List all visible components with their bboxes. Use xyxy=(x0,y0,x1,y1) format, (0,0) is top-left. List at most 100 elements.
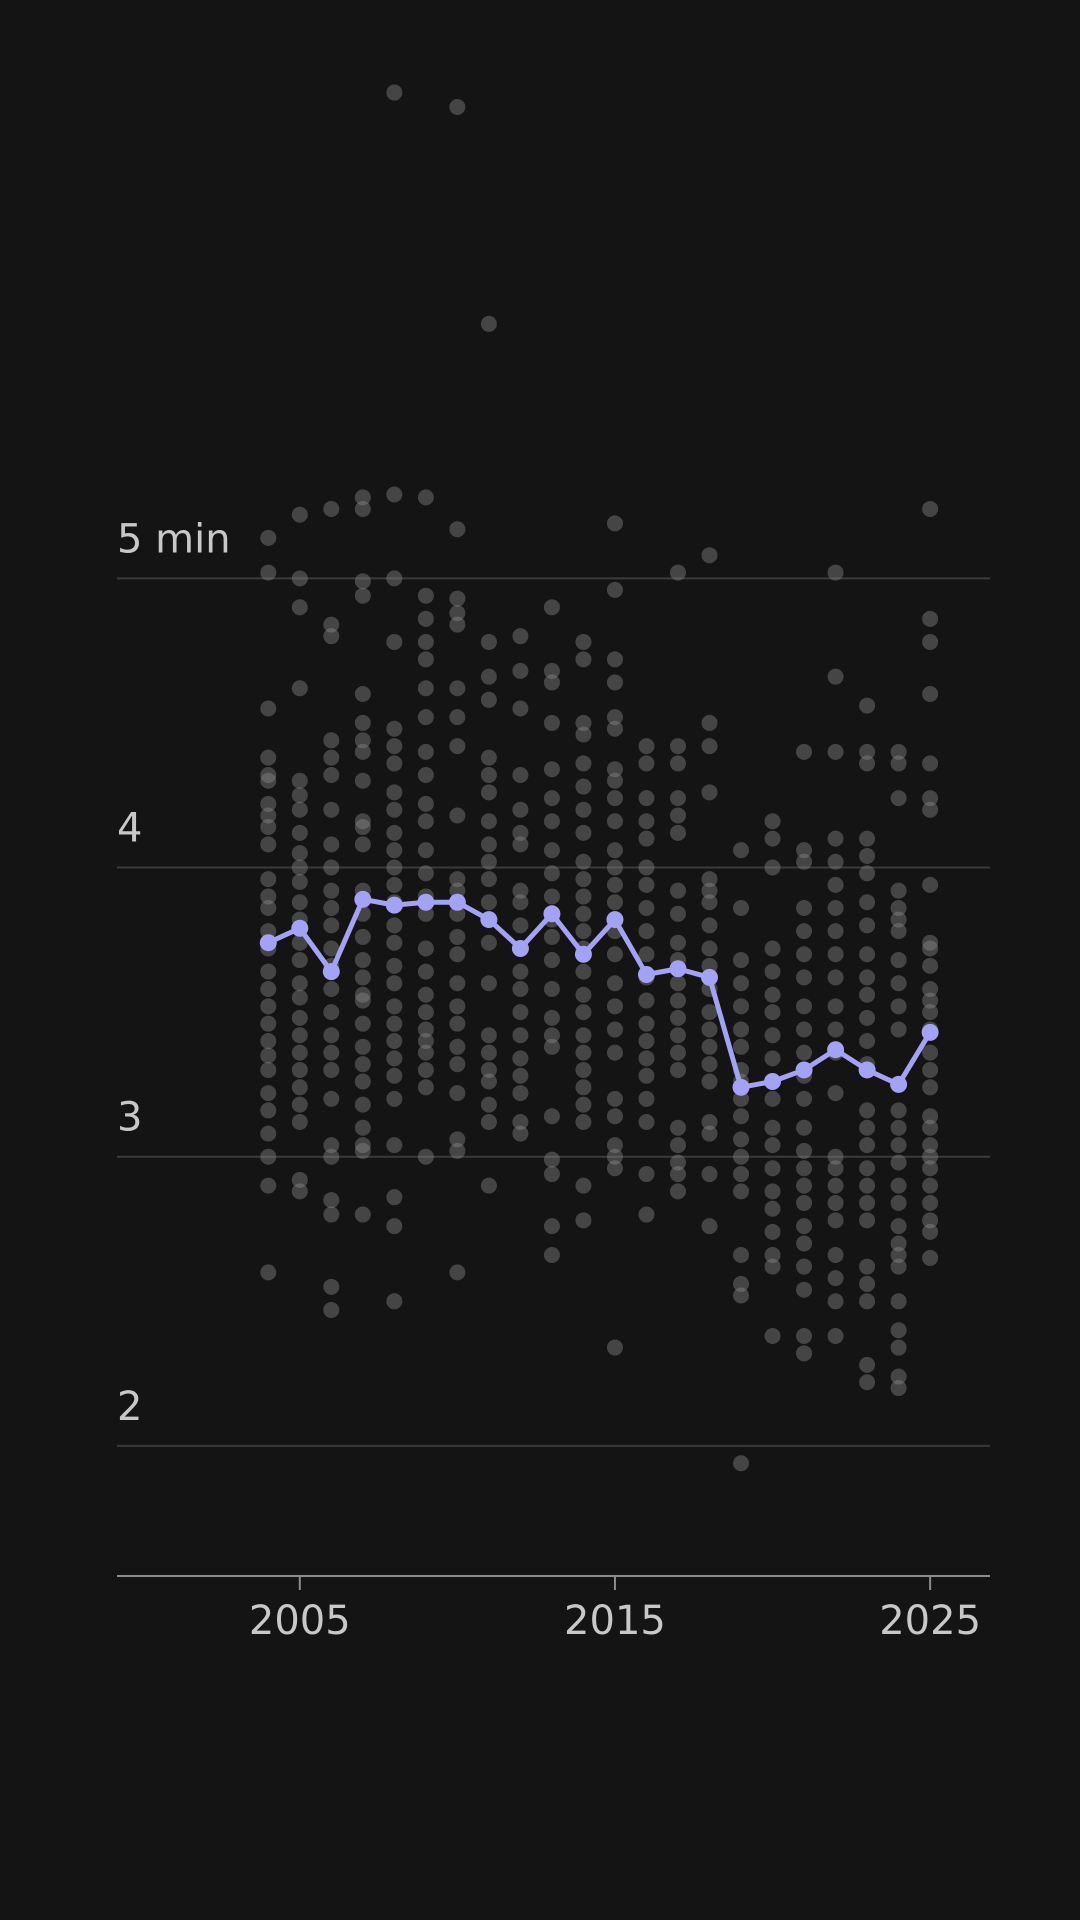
scatter-point xyxy=(764,963,781,980)
scatter-point xyxy=(512,801,529,818)
scatter-point xyxy=(922,1137,939,1154)
scatter-point xyxy=(669,882,686,899)
scatter-point xyxy=(606,790,623,807)
scatter-point xyxy=(386,1218,403,1235)
scatter-point xyxy=(480,1044,497,1061)
scatter-point xyxy=(859,1160,876,1177)
scatter-point xyxy=(323,882,340,899)
scatter-point xyxy=(260,923,277,940)
scatter-point xyxy=(859,1177,876,1194)
scatter-point xyxy=(606,946,623,963)
scatter-point xyxy=(543,714,560,731)
scatter-point xyxy=(606,894,623,911)
scatter-point xyxy=(417,1061,434,1078)
scatter-point xyxy=(922,755,939,772)
scatter-point xyxy=(449,738,466,755)
scatter-point xyxy=(323,1027,340,1044)
scatter-point xyxy=(575,853,592,870)
scatter-point xyxy=(543,842,560,859)
scatter-point xyxy=(543,1166,560,1183)
trend-point xyxy=(858,1061,876,1079)
trend-point xyxy=(701,968,719,986)
scatter-point xyxy=(354,986,371,1003)
scatter-point xyxy=(701,957,718,974)
scatter-point xyxy=(890,900,907,917)
scatter-point xyxy=(449,946,466,963)
scatter-point xyxy=(260,807,277,824)
scatter-point xyxy=(260,1148,277,1165)
scatter-point xyxy=(449,807,466,824)
scatter-point xyxy=(764,1183,781,1200)
scatter-point xyxy=(291,859,308,876)
scatter-point xyxy=(606,813,623,830)
scatter-point xyxy=(796,1327,813,1344)
scatter-point xyxy=(480,1073,497,1090)
scatter-point xyxy=(701,784,718,801)
scatter-point xyxy=(669,1137,686,1154)
scatter-point xyxy=(859,1212,876,1229)
y-tick-label: 5 min xyxy=(117,516,231,562)
trend-point xyxy=(417,893,435,911)
scatter-point xyxy=(669,824,686,841)
scatter-point xyxy=(638,813,655,830)
scatter-point xyxy=(417,1044,434,1061)
scatter-point xyxy=(669,1044,686,1061)
scatter-point xyxy=(512,662,529,679)
scatter-point xyxy=(890,1177,907,1194)
scatter-point xyxy=(922,610,939,627)
scatter-point xyxy=(543,888,560,905)
scatter-point xyxy=(733,1166,750,1183)
scatter-point xyxy=(386,934,403,951)
scatter-point xyxy=(733,842,750,859)
scatter-point xyxy=(638,755,655,772)
scatter-point xyxy=(827,900,844,917)
scatter-point xyxy=(449,616,466,633)
scatter-point xyxy=(669,1183,686,1200)
scatter-point xyxy=(543,790,560,807)
scatter-point xyxy=(890,1218,907,1235)
scatter-point xyxy=(449,605,466,622)
scatter-point xyxy=(701,1038,718,1055)
scatter-point xyxy=(543,1108,560,1125)
scatter-point xyxy=(922,876,939,893)
trend-point xyxy=(259,934,277,952)
scatter-point xyxy=(575,801,592,818)
scatter-point xyxy=(291,989,308,1006)
scatter-point xyxy=(796,1281,813,1298)
scatter-point xyxy=(449,1056,466,1073)
trend-point xyxy=(322,963,340,981)
scatter-point xyxy=(701,1113,718,1130)
scatter-point xyxy=(386,1015,403,1032)
scatter-point xyxy=(575,755,592,772)
scatter-point xyxy=(827,1293,844,1310)
scatter-point xyxy=(669,1009,686,1026)
scatter-point xyxy=(701,1021,718,1038)
scatter-point xyxy=(764,1258,781,1275)
scatter-point xyxy=(890,975,907,992)
scatter-point xyxy=(733,1021,750,1038)
scatter-point xyxy=(291,506,308,523)
scatter-point xyxy=(354,500,371,517)
scatter-point xyxy=(827,946,844,963)
scatter-point xyxy=(701,871,718,888)
scatter-point xyxy=(449,590,466,607)
scatter-point xyxy=(575,726,592,743)
scatter-point xyxy=(386,998,403,1015)
scatter-point xyxy=(386,1050,403,1067)
scatter-point xyxy=(417,865,434,882)
scatter-point xyxy=(890,911,907,928)
scatter-point xyxy=(512,1050,529,1067)
scatter-point xyxy=(449,1142,466,1159)
scatter-point xyxy=(512,1067,529,1084)
scatter-point xyxy=(386,1067,403,1084)
scatter-point xyxy=(890,755,907,772)
trend-point xyxy=(385,896,403,914)
scatter-point xyxy=(669,755,686,772)
scatter-point xyxy=(606,515,623,532)
scatter-point xyxy=(449,1085,466,1102)
scatter-point xyxy=(260,998,277,1015)
scatter-point xyxy=(354,1073,371,1090)
scatter-point xyxy=(323,1148,340,1165)
scatter-point xyxy=(733,1090,750,1107)
scatter-point xyxy=(606,1148,623,1165)
